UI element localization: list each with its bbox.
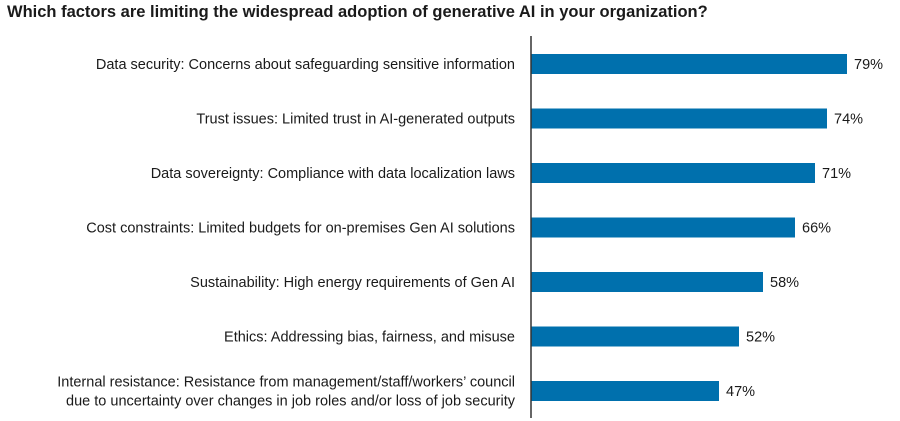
category-label-5: Sustainability: High energy requirements… xyxy=(190,275,515,291)
category-label-7: Internal resistance: Resistance from man… xyxy=(57,375,516,410)
bar-6 xyxy=(531,326,739,347)
bar-3 xyxy=(531,163,815,183)
value-labels-group: 79% 74% 71% 66% 58% 52% 47% xyxy=(726,57,883,400)
category-label-line: Data sovereignty: Compliance with data l… xyxy=(151,166,515,182)
category-label-line: Ethics: Addressing bias, fairness, and m… xyxy=(224,330,515,346)
category-labels-group: Data security: Concerns about safeguardi… xyxy=(57,57,516,410)
bar-1 xyxy=(531,54,847,74)
value-label-7: 47% xyxy=(726,384,755,400)
value-label-4: 66% xyxy=(802,221,831,237)
value-label-6: 52% xyxy=(746,330,775,346)
value-label-1: 79% xyxy=(854,57,883,73)
value-label-3: 71% xyxy=(822,166,851,182)
value-label-2: 74% xyxy=(834,112,863,128)
category-label-1: Data security: Concerns about safeguardi… xyxy=(96,57,515,73)
category-label-line: Cost constraints: Limited budgets for on… xyxy=(86,221,515,237)
bars-group xyxy=(531,54,847,401)
category-label-6: Ethics: Addressing bias, fairness, and m… xyxy=(224,330,515,346)
chart-title: Which factors are limiting the widesprea… xyxy=(7,3,708,21)
category-label-line: due to uncertainty over changes in job r… xyxy=(66,394,516,410)
category-label-line: Data security: Concerns about safeguardi… xyxy=(96,57,515,73)
bar-5 xyxy=(531,272,763,292)
category-label-line: Trust issues: Limited trust in AI-genera… xyxy=(196,112,515,128)
category-label-2: Trust issues: Limited trust in AI-genera… xyxy=(196,112,515,128)
category-label-3: Data sovereignty: Compliance with data l… xyxy=(151,166,515,182)
value-label-5: 58% xyxy=(770,275,799,291)
bar-4 xyxy=(531,217,795,238)
bar-7 xyxy=(531,381,719,401)
bar-2 xyxy=(531,108,827,129)
category-label-4: Cost constraints: Limited budgets for on… xyxy=(86,221,515,237)
category-label-line: Internal resistance: Resistance from man… xyxy=(57,375,515,391)
category-label-line: Sustainability: High energy requirements… xyxy=(190,275,515,291)
